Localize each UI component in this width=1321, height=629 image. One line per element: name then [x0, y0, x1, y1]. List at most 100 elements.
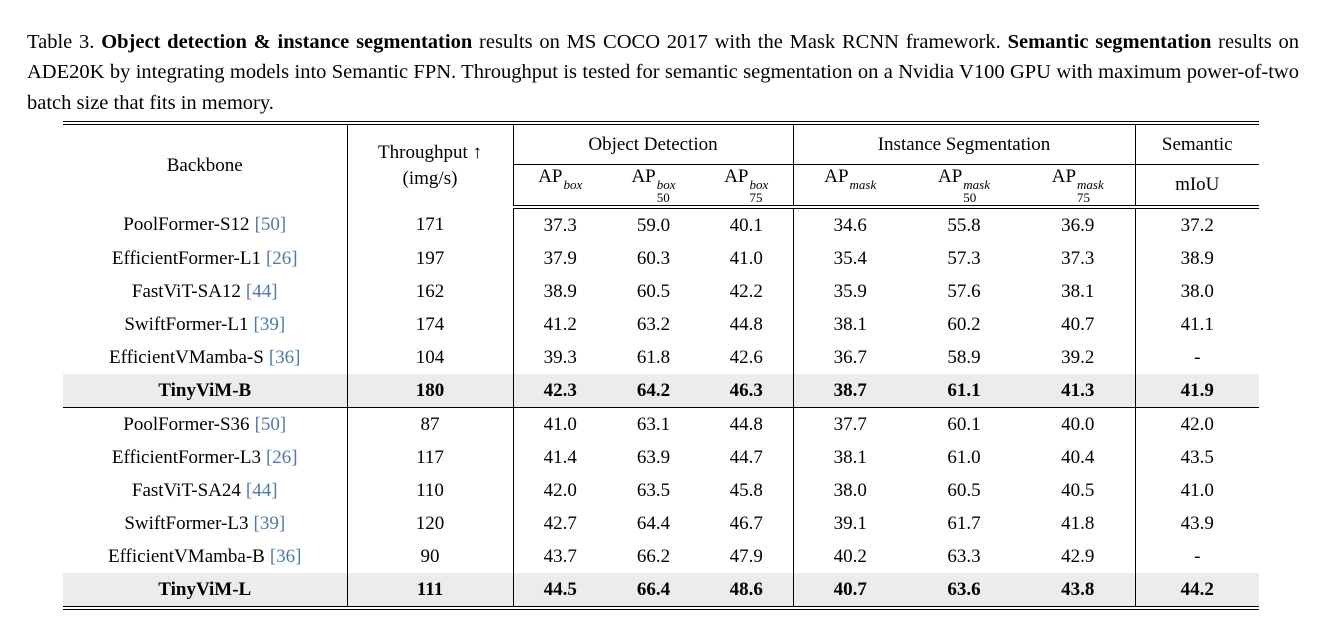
ap-mask-cell: 36.7 — [833, 346, 867, 368]
backbone-name: FastViT-SA12 — [131, 280, 241, 302]
miou-cell: 43.9 — [1180, 512, 1214, 534]
throughput-cell: 111 — [347, 573, 514, 608]
table-row: EfficientFormer-L1 [26] 197 37.9 60.3 41.… — [63, 242, 1259, 275]
ap-mask-75-cell: 36.9 — [1021, 207, 1136, 242]
miou-cell: 41.1 — [1180, 313, 1214, 335]
miou-cell: - — [1194, 545, 1201, 567]
ap-box-50-cell: 63.2 — [636, 313, 671, 335]
ap-box-75-cell: 48.6 — [700, 573, 794, 608]
table-row: PoolFormer-S12 [50] 171 37.3 59.0 40.1 34… — [63, 207, 1259, 242]
table-row: PoolFormer-S36 [50] 87 41.0 63.1 44.8 37.… — [63, 407, 1259, 441]
table-body: PoolFormer-S12 [50] 171 37.3 59.0 40.1 34… — [63, 207, 1259, 608]
ap-box-75-cell: 42.6 — [700, 341, 794, 374]
throughput-cell: 104 — [347, 341, 514, 374]
citation-link[interactable]: [50] — [254, 413, 287, 435]
ap-mask-cell: 34.6 — [833, 214, 867, 236]
ap-mask-50-cell: 61.0 — [947, 446, 981, 468]
backbone-name: FastViT-SA24 — [131, 479, 241, 501]
header-group-row: Backbone Throughput ↑ (img/s) Object Det… — [63, 123, 1259, 207]
ap-box-cell: 37.3 — [543, 214, 577, 236]
table-row: TinyViM-B 180 42.3 64.2 46.3 38.7 61.1 4… — [63, 374, 1259, 408]
backbone-name: TinyViM-L — [158, 578, 252, 600]
citation-link[interactable]: [50] — [254, 213, 287, 235]
ap-box-75-cell: 44.8 — [700, 308, 794, 341]
ap-box-cell: 41.4 — [543, 446, 577, 468]
ap-mask-50-cell: 60.1 — [947, 413, 981, 435]
col-header-ap-box-75: AP box 75 — [700, 164, 794, 209]
col-header-backbone: Backbone — [63, 123, 348, 207]
backbone-name: EfficientFormer-L3 — [111, 446, 261, 468]
ap-mask-75-cell: 42.9 — [1021, 540, 1136, 573]
miou-cell: 44.2 — [1180, 578, 1214, 600]
throughput-cell: 197 — [347, 242, 514, 275]
throughput-cell: 90 — [347, 540, 514, 573]
ap-box-cell: 41.2 — [543, 313, 577, 335]
ap-box-75-cell: 46.7 — [700, 507, 794, 540]
ap-mask-50-cell: 57.6 — [947, 280, 981, 302]
col-header-ap-box-50: AP box 50 — [607, 164, 700, 209]
ap-mask-cell: 39.1 — [833, 512, 867, 534]
results-table-wrap: Backbone Throughput ↑ (img/s) Object Det… — [63, 121, 1259, 610]
table-row: FastViT-SA12 [44] 162 38.9 60.5 42.2 35.9… — [63, 275, 1259, 308]
col-header-throughput: Throughput ↑ (img/s) — [347, 123, 514, 207]
citation-link[interactable]: [44] — [245, 280, 278, 302]
ap-box-50-cell: 63.9 — [636, 446, 671, 468]
miou-cell: 42.0 — [1180, 413, 1214, 435]
throughput-cell: 87 — [347, 407, 514, 441]
ap-mask-75-cell: 39.2 — [1021, 341, 1136, 374]
ap-box-cell: 44.5 — [543, 578, 577, 600]
throughput-cell: 117 — [347, 441, 514, 474]
ap-box-50-cell: 60.5 — [636, 280, 671, 302]
ap-box-50-cell: 63.5 — [636, 479, 671, 501]
citation-link[interactable]: [26] — [265, 247, 298, 269]
ap-mask-50-cell: 63.6 — [947, 578, 981, 600]
ap-box-75-cell: 46.3 — [700, 374, 794, 408]
miou-cell: 41.0 — [1180, 479, 1214, 501]
backbone-cell: EfficientVMamba-S [36] — [63, 341, 348, 374]
table-row: FastViT-SA24 [44] 110 42.0 63.5 45.8 38.0… — [63, 474, 1259, 507]
caption-label: Table 3. — [27, 30, 102, 53]
throughput-cell: 174 — [347, 308, 514, 341]
table-row: TinyViM-L 111 44.5 66.4 48.6 40.7 63.6 4… — [63, 573, 1259, 608]
ap-box-75-cell: 45.8 — [700, 474, 794, 507]
citation-link[interactable]: [39] — [253, 512, 286, 534]
ap-box-75-cell: 40.1 — [700, 207, 794, 242]
citation-link[interactable]: [44] — [245, 479, 278, 501]
col-header-ap-box: AP box — [513, 164, 607, 209]
ap-box-cell: 39.3 — [543, 346, 577, 368]
results-table: Backbone Throughput ↑ (img/s) Object Det… — [63, 121, 1259, 610]
ap-mask-cell: 37.7 — [833, 413, 867, 435]
citation-link[interactable]: [36] — [268, 346, 301, 368]
ap-mask-cell: 38.7 — [793, 374, 907, 408]
ap-mask-cell: 35.4 — [833, 247, 867, 269]
ap-mask-50-cell: 61.7 — [947, 512, 981, 534]
ap-mask-75-cell: 40.5 — [1021, 474, 1136, 507]
ap-mask-50-cell: 58.9 — [947, 346, 981, 368]
miou-cell: 38.9 — [1180, 247, 1214, 269]
ap-box-50-cell: 64.4 — [636, 512, 671, 534]
backbone-cell: PoolFormer-S36 [50] — [63, 407, 348, 441]
backbone-name: PoolFormer-S36 — [123, 413, 250, 435]
table-row: EfficientVMamba-B [36] 90 43.7 66.2 47.9 … — [63, 540, 1259, 573]
citation-link[interactable]: [26] — [265, 446, 298, 468]
backbone-cell: SwiftFormer-L1 [39] — [63, 308, 348, 341]
ap-box-50-cell: 64.2 — [607, 374, 700, 408]
ap-mask-50-cell: 61.1 — [907, 374, 1021, 408]
ap-box-75-cell: 44.8 — [700, 407, 794, 441]
backbone-cell: EfficientFormer-L1 [26] — [63, 242, 348, 275]
citation-link[interactable]: [39] — [253, 313, 286, 335]
throughput-cell: 180 — [347, 374, 514, 408]
ap-box-cell: 41.0 — [543, 413, 577, 435]
ap-mask-50-cell: 57.3 — [947, 247, 981, 269]
table-header: Backbone Throughput ↑ (img/s) Object Det… — [63, 123, 1259, 209]
ap-mask-50-cell: 60.5 — [947, 479, 981, 501]
ap-mask-75-cell: 37.3 — [1021, 242, 1136, 275]
backbone-cell: TinyViM-B — [63, 374, 348, 408]
backbone-name: PoolFormer-S12 — [123, 213, 250, 235]
ap-box-cell: 38.9 — [543, 280, 577, 302]
citation-link[interactable]: [36] — [269, 545, 302, 567]
backbone-name: EfficientVMamba-B — [107, 545, 265, 567]
caption-bold-od-is: Object detection & instance segmentation — [101, 30, 473, 53]
ap-mask-75-cell: 40.0 — [1021, 407, 1136, 441]
